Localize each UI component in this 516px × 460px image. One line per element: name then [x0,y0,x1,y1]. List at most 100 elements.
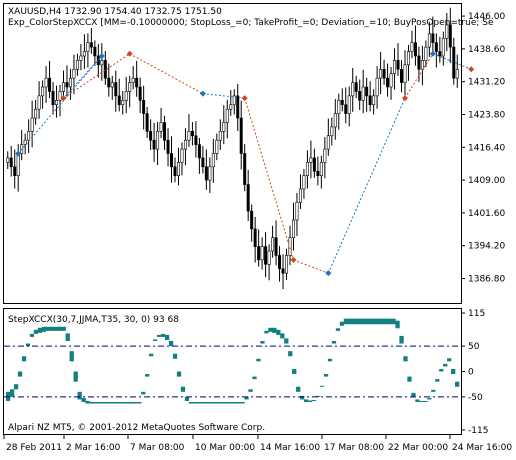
candle [176,147,180,186]
osc-bar [379,318,384,325]
candle [267,244,271,281]
osc-bar [288,351,293,357]
candle [291,202,295,251]
candle [445,12,449,52]
osc-bar [153,339,158,342]
osc-bar [164,334,170,340]
oscillator-layer [6,318,460,404]
candle [309,140,313,179]
candle [323,137,327,179]
candle [208,157,212,193]
candle [201,145,205,174]
osc-bar [41,326,47,332]
osc-bar [315,395,321,397]
sell-marker[interactable] [290,256,297,263]
osc-bar [224,401,229,404]
osc-bar [403,356,408,362]
candle [103,51,107,85]
candle [427,21,431,57]
osc-bar [141,391,146,395]
time-tick-label: 17 Mar 08:00 [324,443,384,453]
osc-bar [184,396,190,401]
candle [410,30,414,59]
candle [211,138,215,183]
candle [86,33,90,68]
osc-bar [276,329,281,335]
time-tick-label: 24 Mar 16:00 [452,443,512,453]
candle [448,7,452,64]
trade-line [404,53,434,99]
time-tick-label: 14 Mar 16:00 [260,443,320,453]
candle [229,90,233,116]
candle [316,156,320,186]
candle [396,43,400,76]
candle [330,117,334,146]
osc-bar [244,396,249,400]
candle [361,69,365,114]
sell-marker[interactable] [401,95,408,102]
time-tick-label: 28 Feb 2011 [6,443,62,453]
price-tick-label: 1416.40 [468,143,505,153]
buy-marker[interactable] [98,52,105,59]
osc-bar [284,338,289,344]
candle [58,84,62,117]
sell-marker[interactable] [241,95,248,102]
trade-line [129,53,204,95]
osc-bar [172,353,178,359]
osc-bar [232,401,237,404]
osc-bar [431,389,436,392]
candle [344,87,348,124]
osc-bar [331,341,337,344]
osc-bar [367,318,372,325]
candle [257,229,261,267]
candle [215,133,219,161]
osc-bar [447,358,452,362]
candle [358,79,362,111]
candle [145,106,149,138]
candle [72,54,76,95]
copyright-text: Alpari NZ MT5, © 2001-2012 MetaQuotes So… [8,423,265,433]
osc-bar [29,333,35,337]
candle [260,237,264,270]
osc-bar [335,328,341,331]
candle [166,128,170,167]
sell-marker[interactable] [60,95,67,102]
osc-bar [311,399,317,401]
candle [271,225,275,258]
osc-bar [168,341,174,347]
sell-marker[interactable] [468,66,475,73]
osc-bar [57,326,62,331]
candle [9,145,13,177]
osc-bar [129,401,134,404]
time-tick-label: 7 Mar 08:00 [130,443,185,453]
osc-bar [21,356,27,362]
candle [239,100,243,170]
trade-line [244,97,294,261]
candle [441,31,445,66]
buy-marker[interactable] [199,90,206,97]
candle [204,149,208,190]
buy-marker[interactable] [15,150,22,157]
buy-marker[interactable] [325,270,332,277]
price-tick-label: 1446.00 [468,12,505,22]
candle [163,115,167,150]
buy-marker[interactable] [429,50,436,57]
osc-bar [137,401,142,404]
candle [298,174,302,209]
trade-line [432,53,472,70]
osc-bar [280,333,285,339]
candle [232,89,236,115]
candle [110,75,114,100]
candle [424,40,428,68]
candle [351,67,355,112]
osc-bar [192,401,198,404]
osc-bar [363,318,368,325]
candle [250,204,254,242]
sell-marker[interactable] [126,50,133,57]
candle [34,99,38,125]
candle [121,90,125,115]
trade-line [202,93,245,99]
price-tick-label: 1431.20 [468,78,505,88]
